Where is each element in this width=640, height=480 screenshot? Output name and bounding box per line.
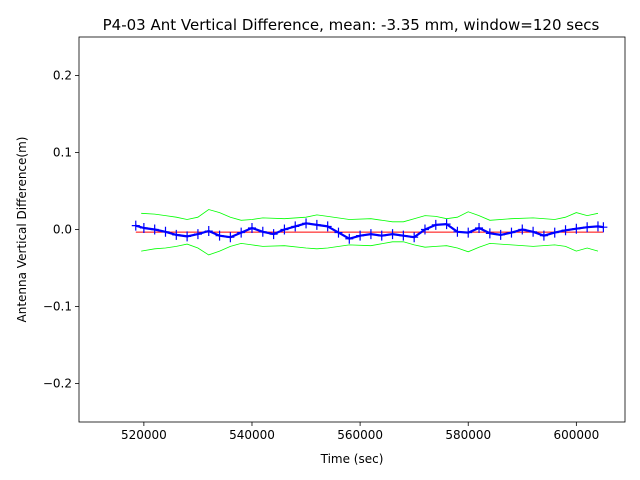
data-point-marker [442,219,451,230]
data-point-marker [583,222,592,233]
x-tick-label: 580000 [445,428,491,442]
data-point-marker [550,227,559,238]
data-point-marker [356,230,365,241]
y-tick-label: −0.2 [43,377,72,391]
y-tick-label: 0.0 [53,223,72,237]
x-tick-label: 560000 [337,428,383,442]
y-tick-label: 0.2 [53,69,72,83]
data-point-marker [464,227,473,238]
data-point-marker [237,227,246,238]
series-layer [131,209,608,256]
data-point-marker [226,232,235,243]
data-point-marker [475,222,484,233]
data-point-marker [420,224,429,235]
data-point-marker [453,226,462,237]
data-point-marker [258,226,267,237]
x-axis: 520000 540000 560000 580000 600000 [121,422,599,442]
data-point-marker [377,230,386,241]
data-point-marker [323,221,332,232]
y-tick-label: −0.1 [43,300,72,314]
data-point-marker [312,219,321,230]
data-point-marker [269,229,278,240]
data-point-marker [388,229,397,240]
lower-bound-line [141,241,599,256]
data-point-marker [345,233,354,244]
data-point-marker [193,229,202,240]
data-point-marker [334,227,343,238]
data-point-marker [593,221,602,232]
data-point-marker [431,219,440,230]
data-point-marker [507,227,516,238]
data-point-marker [150,224,159,235]
y-axis-label: Antenna Vertical Difference(m) [15,137,29,323]
data-point-marker [280,224,289,235]
upper-bound-line [141,209,599,223]
data-point-marker [161,226,170,237]
data-point-marker [291,221,300,232]
data-point-marker [366,229,375,240]
data-point-marker [399,230,408,241]
data-point-marker [131,220,140,231]
data-point-marker [247,222,256,233]
y-axis: −0.2 −0.1 0.0 0.1 0.2 [43,69,79,391]
data-point-marker [302,218,311,229]
y-tick-label: 0.1 [53,146,72,160]
data-point-marker [561,225,570,236]
data-point-marker [599,222,608,233]
data-point-marker [410,232,419,243]
x-axis-label: Time (sec) [320,452,384,466]
data-point-marker [572,223,581,234]
data-point-marker [215,230,224,241]
data-point-marker [139,222,148,233]
x-tick-label: 520000 [121,428,167,442]
data-point-marker [485,228,494,239]
data-point-marker [496,229,505,240]
data-point-marker [183,231,192,242]
data-point-marker [172,229,181,240]
data-point-marker [204,226,213,237]
plot-frame [78,36,626,423]
chart-title: P4-03 Ant Vertical Difference, mean: -3.… [103,16,600,34]
data-point-marker [539,230,548,241]
x-tick-label: 600000 [553,428,599,442]
x-tick-label: 540000 [229,428,275,442]
data-point-marker [518,224,527,235]
data-point-marker [529,226,538,237]
